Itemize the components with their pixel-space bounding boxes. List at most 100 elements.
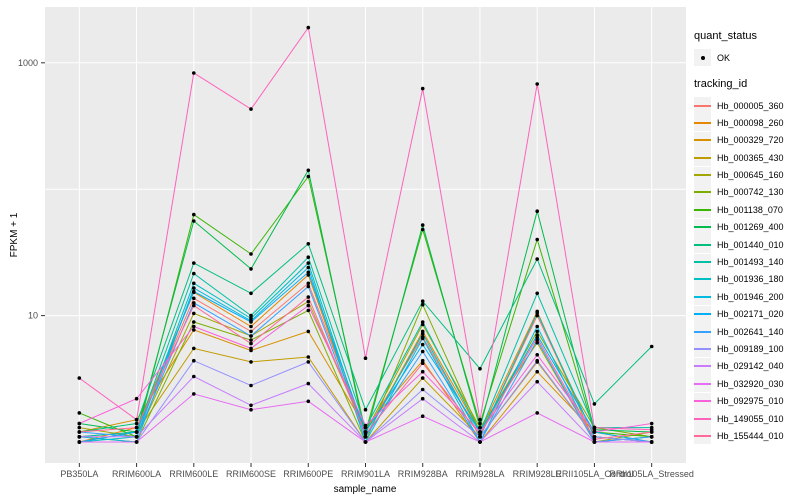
data-point bbox=[249, 403, 253, 408]
data-point bbox=[420, 349, 425, 354]
x-tick-label: RRIM928LE bbox=[513, 469, 562, 479]
legend-item-Hb_000329_720[interactable]: Hb_000329_720 bbox=[694, 131, 798, 149]
data-point bbox=[306, 168, 311, 173]
legend-item-Hb_000005_360[interactable]: Hb_000005_360 bbox=[694, 97, 798, 114]
legend-key-box bbox=[694, 410, 711, 428]
line-swatch-icon bbox=[694, 226, 711, 229]
data-point bbox=[192, 358, 196, 363]
data-point bbox=[306, 355, 311, 359]
x-tick-label: RRII105LA_Control bbox=[555, 469, 633, 479]
legend-key-box bbox=[694, 253, 711, 271]
legend-item-Hb_002171_020[interactable]: Hb_002171_020 bbox=[694, 305, 798, 323]
data-point bbox=[249, 407, 253, 412]
legend-item-ok[interactable]: OK bbox=[694, 49, 798, 66]
data-point bbox=[134, 425, 139, 430]
data-point bbox=[420, 322, 425, 327]
data-point bbox=[649, 430, 654, 434]
x-tick-label: RRIM600LE bbox=[169, 469, 218, 479]
legend-item-label: Hb_002641_140 bbox=[717, 326, 784, 337]
data-point bbox=[77, 435, 82, 439]
data-point bbox=[306, 284, 311, 289]
data-point bbox=[77, 425, 82, 430]
data-point bbox=[192, 311, 196, 316]
legend-item-Hb_155444_010[interactable]: Hb_155444_010 bbox=[694, 427, 798, 445]
legend-item-Hb_000365_430[interactable]: Hb_000365_430 bbox=[694, 149, 798, 167]
y-axis-title: FPKM + 1 bbox=[9, 212, 20, 257]
legend-item-Hb_002641_140[interactable]: Hb_002641_140 bbox=[694, 323, 798, 341]
data-point bbox=[192, 374, 196, 379]
legend-item-Hb_032920_030[interactable]: Hb_032920_030 bbox=[694, 375, 798, 393]
legend-item-Hb_000098_260[interactable]: Hb_000098_260 bbox=[694, 114, 798, 132]
legend-key-box bbox=[694, 114, 711, 132]
data-point bbox=[535, 411, 539, 415]
legend-item-label: OK bbox=[717, 52, 731, 63]
data-point bbox=[134, 440, 139, 444]
data-point bbox=[306, 255, 311, 259]
line-swatch-icon bbox=[694, 208, 711, 211]
data-point bbox=[306, 308, 311, 313]
legend-item-Hb_001269_400[interactable]: Hb_001269_400 bbox=[694, 218, 798, 236]
data-point bbox=[592, 425, 597, 430]
legend-key-box bbox=[694, 218, 711, 236]
legend-key-box bbox=[694, 270, 711, 288]
data-point bbox=[306, 329, 311, 334]
line-swatch-icon bbox=[694, 156, 711, 159]
legend-key-box bbox=[694, 236, 711, 254]
legend-item-label: Hb_149055_010 bbox=[717, 413, 784, 424]
legend-key-box bbox=[694, 97, 711, 114]
x-tick-label: RRIM600SE bbox=[226, 469, 276, 479]
line-swatch-icon bbox=[694, 365, 711, 368]
legend-item-Hb_001936_180[interactable]: Hb_001936_180 bbox=[694, 270, 798, 288]
data-point bbox=[478, 425, 482, 430]
legend-item-Hb_001440_010[interactable]: Hb_001440_010 bbox=[694, 236, 798, 254]
legend-title-tracking-id: tracking_id bbox=[694, 78, 748, 90]
data-point bbox=[420, 376, 425, 380]
legend-item-Hb_001138_070[interactable]: Hb_001138_070 bbox=[694, 201, 798, 219]
legend-item-label: Hb_001269_400 bbox=[717, 222, 784, 233]
data-point bbox=[535, 369, 539, 374]
line-swatch-icon bbox=[694, 400, 711, 403]
axis-layer: 10 1000 PB350LA RRIM600LA RRIM600LE RRIM600SE… bbox=[18, 58, 694, 479]
data-point bbox=[192, 71, 196, 75]
data-point bbox=[306, 399, 311, 404]
line-swatch-icon bbox=[694, 261, 711, 264]
line-swatch-icon bbox=[694, 417, 711, 420]
line-swatch-icon bbox=[694, 434, 711, 437]
data-point bbox=[420, 223, 425, 227]
legend-item-label: Hb_002171_020 bbox=[717, 309, 784, 320]
line-swatch-icon bbox=[694, 139, 711, 142]
line-swatch-icon bbox=[694, 104, 711, 107]
legend-item-Hb_001493_140[interactable]: Hb_001493_140 bbox=[694, 253, 798, 271]
legend-item-Hb_029142_040[interactable]: Hb_029142_040 bbox=[694, 357, 798, 375]
data-point bbox=[478, 432, 482, 437]
legend-item-Hb_000742_130[interactable]: Hb_000742_130 bbox=[694, 183, 798, 201]
line-swatch-icon bbox=[694, 243, 711, 246]
line-swatch-icon bbox=[694, 330, 711, 333]
data-point bbox=[535, 311, 539, 315]
data-point bbox=[134, 417, 139, 422]
legend-item-label: Hb_000329_720 bbox=[717, 135, 784, 146]
data-point bbox=[134, 435, 139, 439]
data-point bbox=[249, 107, 253, 111]
data-point bbox=[535, 257, 539, 261]
legend-item-Hb_001946_200[interactable]: Hb_001946_200 bbox=[694, 288, 798, 306]
data-point bbox=[249, 338, 253, 342]
data-point bbox=[420, 358, 425, 363]
data-point bbox=[306, 270, 311, 275]
legend-item-Hb_149055_010[interactable]: Hb_149055_010 bbox=[694, 410, 798, 428]
data-point bbox=[306, 381, 311, 386]
legend-item-label: Hb_000645_160 bbox=[717, 170, 784, 181]
y-tick-label: 1000 bbox=[18, 58, 38, 68]
data-point bbox=[306, 174, 311, 179]
legend-item-Hb_009189_100[interactable]: Hb_009189_100 bbox=[694, 340, 798, 358]
legend-key-box bbox=[694, 357, 711, 375]
data-point bbox=[478, 435, 482, 439]
data-point bbox=[363, 440, 368, 444]
legend-item-Hb_000645_160[interactable]: Hb_000645_160 bbox=[694, 166, 798, 184]
data-point bbox=[134, 396, 139, 401]
data-point bbox=[535, 209, 539, 213]
legend-item-Hb_092975_010[interactable]: Hb_092975_010 bbox=[694, 392, 798, 410]
data-point bbox=[363, 435, 368, 439]
data-point bbox=[420, 299, 425, 304]
data-point bbox=[134, 430, 139, 434]
